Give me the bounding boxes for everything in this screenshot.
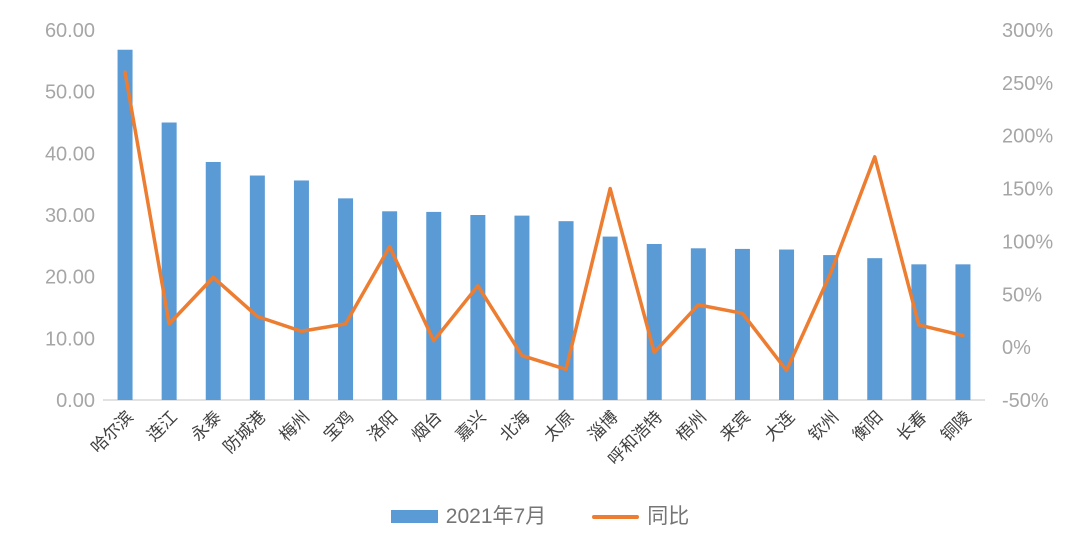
x-axis-category-label: 宝鸡: [320, 407, 357, 444]
line-series-path: [123, 70, 965, 373]
left-axis-tick-label: 10.00: [45, 328, 95, 350]
x-axis-category-label: 北海: [496, 407, 533, 444]
bar-梧州: [690, 248, 706, 400]
bar-衡阳: [867, 258, 883, 400]
x-axis-category-label: 来宾: [717, 407, 754, 444]
x-axis-category-label: 长春: [893, 407, 930, 444]
x-axis-category-label: 防城港: [220, 407, 269, 456]
x-axis-category-label: 大连: [761, 407, 798, 444]
bar-梅州: [293, 180, 309, 400]
bar-呼和浩特: [646, 243, 662, 400]
x-axis-category-label: 衡阳: [849, 407, 886, 444]
bar-大连: [779, 249, 795, 400]
x-axis-category-label: 铜陵: [937, 407, 974, 444]
x-axis-category-label: 梧州: [673, 407, 710, 444]
x-axis-category-label: 连江: [144, 407, 181, 444]
bar-嘉兴: [470, 215, 486, 400]
right-axis-tick-label: 250%: [1002, 73, 1053, 95]
line-series-swatch: [592, 514, 640, 519]
right-axis-tick-label: 300%: [1002, 20, 1053, 42]
x-axis-category-label: 钦州: [805, 407, 842, 444]
x-axis-category-label: 哈尔滨: [87, 407, 136, 456]
x-axis-category-label: 永泰: [188, 407, 225, 444]
left-axis-tick-label: 20.00: [45, 267, 95, 289]
right-axis-tick-label: 200%: [1002, 126, 1053, 148]
right-axis-tick-label: 150%: [1002, 179, 1053, 201]
line-series-label: 同比: [647, 505, 690, 528]
bar-series-swatch: [390, 510, 438, 523]
x-axis-category-label: 太原: [540, 407, 577, 444]
bar-太原: [558, 221, 574, 400]
bar-哈尔滨: [117, 49, 133, 400]
left-axis-tick-label: 30.00: [45, 205, 95, 227]
bar-来宾: [734, 248, 750, 400]
x-axis-category-label: 烟台: [408, 407, 445, 444]
bar-宝鸡: [338, 198, 354, 400]
right-axis-tick-label: 100%: [1002, 231, 1053, 253]
bar-防城港: [249, 175, 265, 400]
x-axis-category-label: 洛阳: [364, 407, 401, 444]
bar-烟台: [426, 211, 442, 400]
left-axis-tick-label: 60.00: [45, 20, 95, 42]
right-axis-tick-label: 0%: [1002, 337, 1031, 359]
bar-series-label: 2021年7月: [445, 505, 547, 528]
right-axis-tick-label: -50%: [1002, 390, 1049, 412]
bar-永泰: [205, 161, 221, 400]
left-axis-tick-label: 50.00: [45, 82, 95, 104]
bar-铜陵: [955, 264, 971, 400]
legend-item-line-series: 同比: [592, 506, 689, 527]
right-axis-tick-label: 50%: [1002, 284, 1042, 306]
legend-item-bar-series: 2021年7月: [390, 505, 547, 528]
left-axis-tick-label: 40.00: [45, 143, 95, 165]
left-axis-tick-label: 0.00: [56, 390, 95, 412]
bar-北海: [514, 215, 530, 400]
bar-长春: [911, 264, 927, 400]
bar-洛阳: [382, 211, 398, 400]
chart-legend: 2021年7月 同比: [0, 506, 1080, 527]
bar-淄博: [602, 236, 618, 400]
bar-连江: [161, 122, 177, 400]
x-axis-category-label: 梅州: [276, 407, 313, 444]
x-axis-category-label: 淄博: [585, 407, 622, 444]
bar-钦州: [823, 255, 839, 400]
x-axis-category-label: 嘉兴: [452, 407, 489, 444]
